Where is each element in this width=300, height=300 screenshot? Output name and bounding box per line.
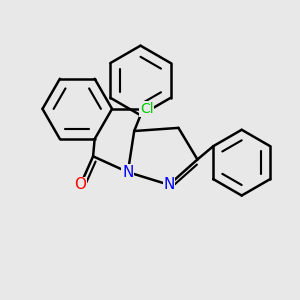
Text: N: N bbox=[122, 165, 134, 180]
Text: Cl: Cl bbox=[140, 102, 154, 116]
Text: N: N bbox=[163, 177, 175, 192]
Text: O: O bbox=[74, 177, 86, 192]
